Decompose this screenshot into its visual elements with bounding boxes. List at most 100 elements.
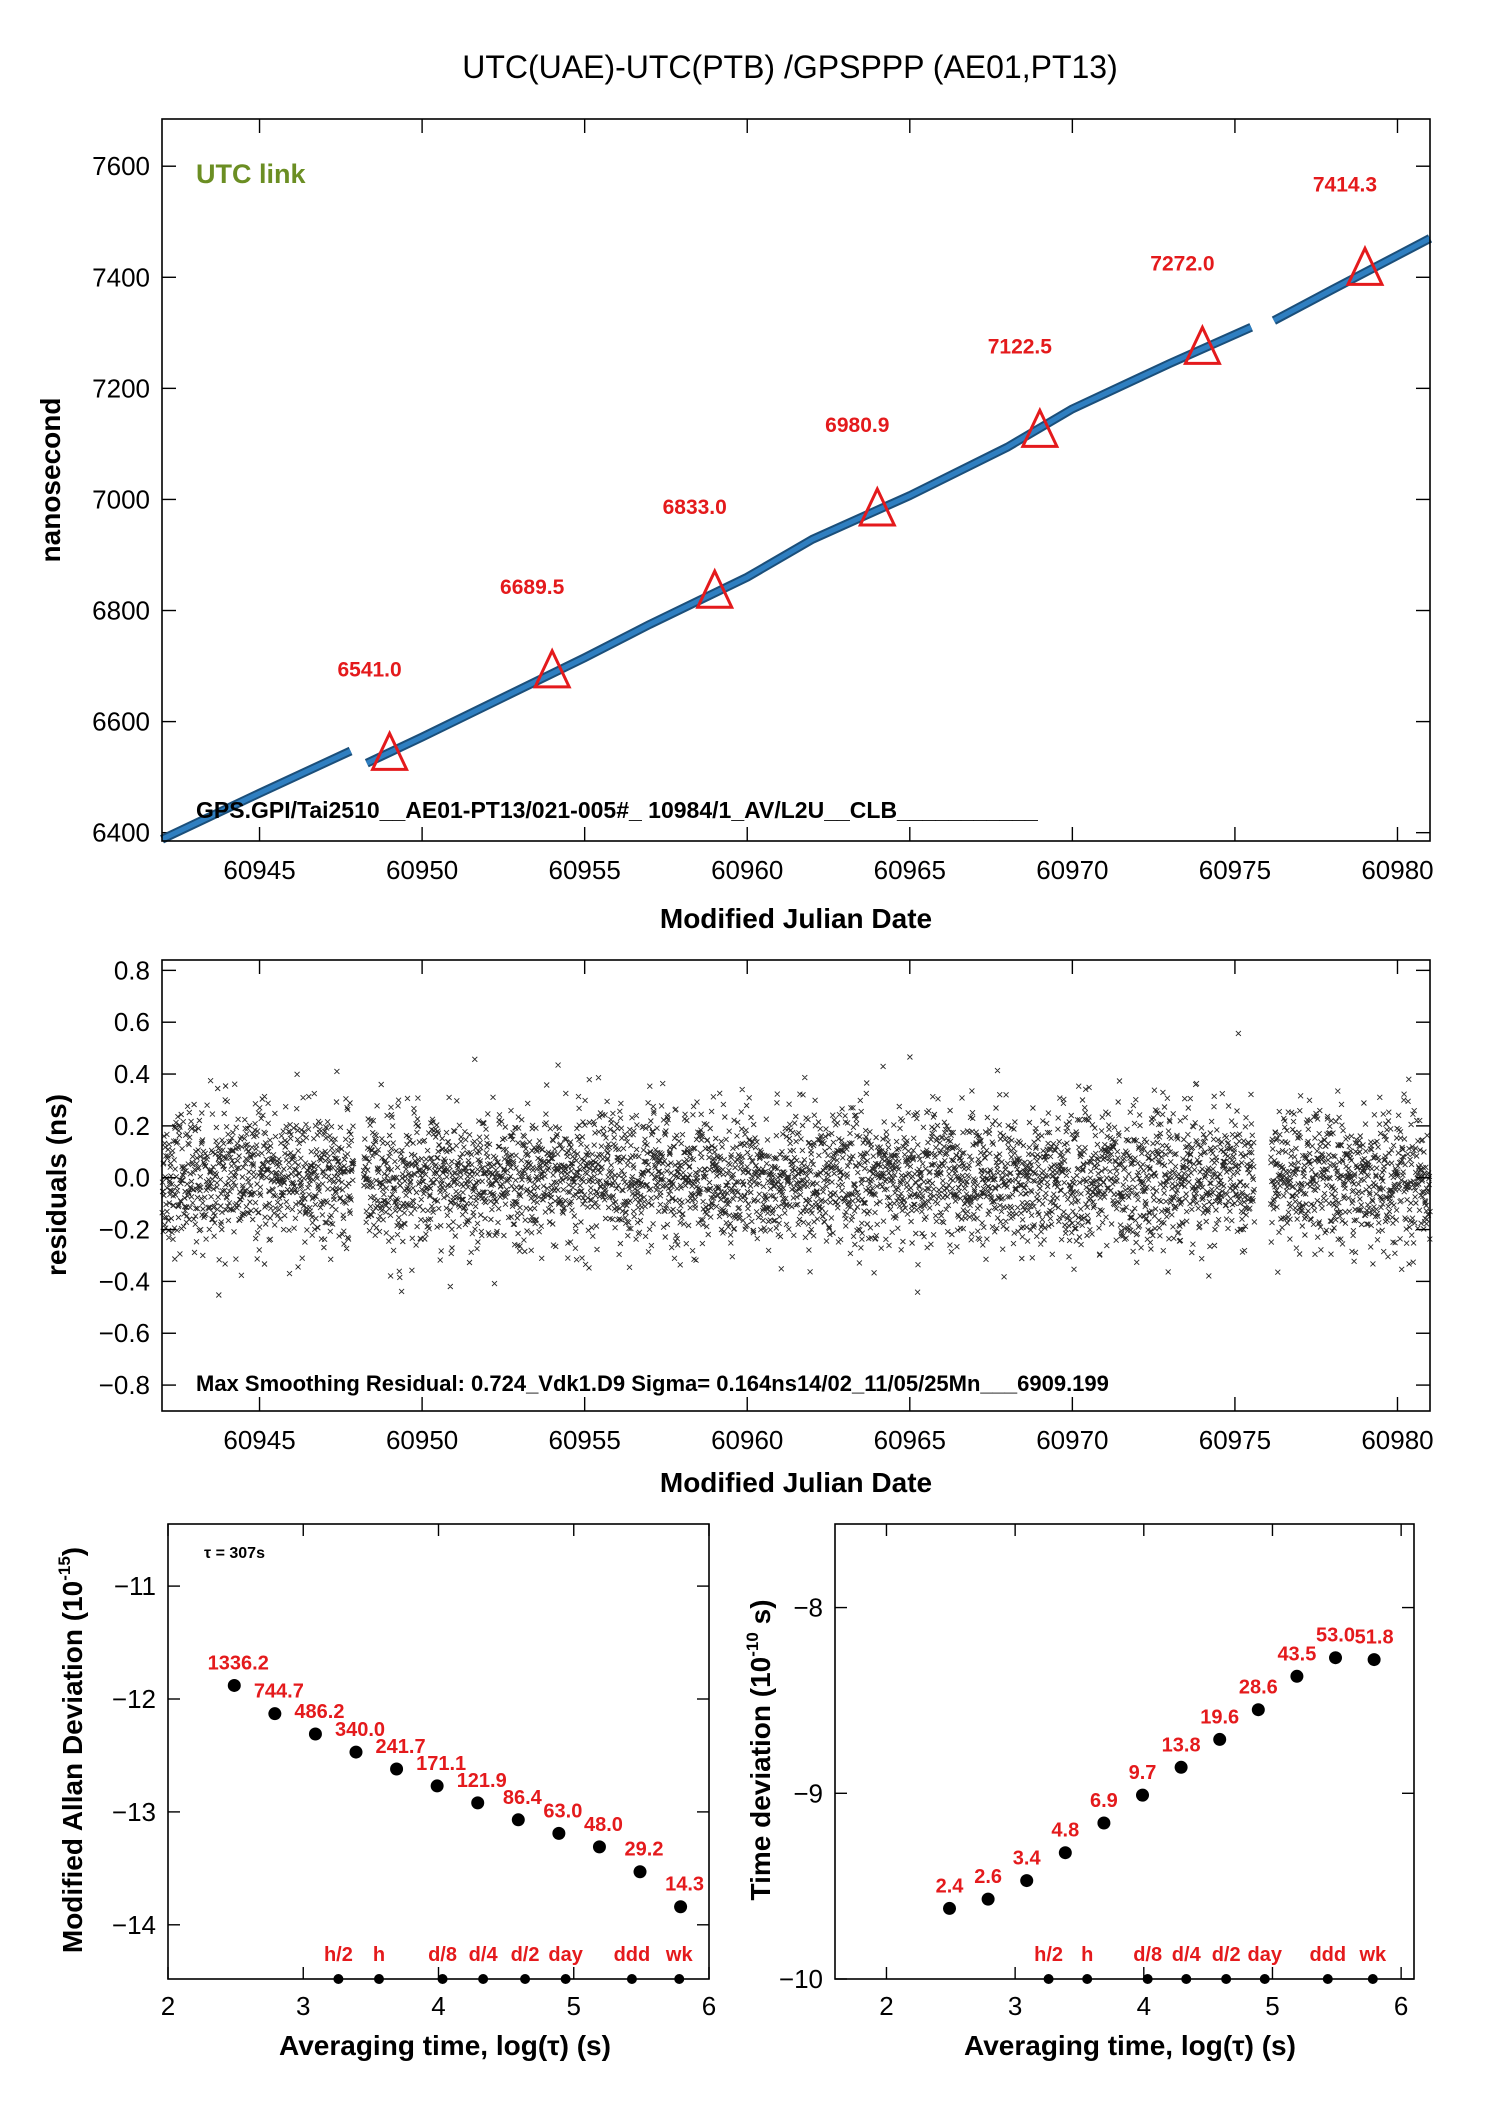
mdev-plot-frame — [167, 1523, 710, 1980]
dev-point-label: 4.8 — [1051, 1820, 1079, 1842]
x-tick-label: 60960 — [711, 1425, 783, 1455]
y-tick-label: −14 — [112, 1910, 156, 1940]
dev-point — [1020, 1874, 1034, 1888]
offset-series — [160, 234, 1433, 844]
offset-marker-triangle — [1020, 406, 1060, 448]
tdev-ylabel-main: Time deviation (10 — [745, 1657, 776, 1901]
offset-marker-label: 7414.3 — [1313, 173, 1377, 196]
mdev-xlabel: Averaging time, log(τ) (s) — [279, 2030, 611, 2061]
x-tick-label: 60945 — [223, 855, 295, 885]
x-tick-label: 5 — [1265, 1991, 1279, 2021]
tdev-ylabel-exp: -10 — [743, 1632, 762, 1657]
x-tick-label: 60950 — [386, 1425, 458, 1455]
dev-point — [633, 1865, 647, 1879]
offset-marker-label: 7122.5 — [988, 335, 1053, 358]
mdev-axes-ticks: 2 3 4 5 6 −14 −13 −12 −11 — [112, 1524, 716, 2021]
dev-point — [981, 1892, 995, 1906]
dev-point — [1329, 1651, 1343, 1665]
dev-point — [1290, 1669, 1304, 1683]
x-tick-label: 60955 — [549, 1425, 621, 1455]
residuals-ylabel: residuals (ns) — [41, 1094, 72, 1276]
dev-point — [592, 1840, 606, 1854]
dev-point-label: 29.2 — [625, 1839, 664, 1861]
dev-point-label: 1336.2 — [208, 1652, 269, 1674]
time-marker-label: d/8 — [428, 1944, 457, 1966]
dev-point — [1213, 1732, 1227, 1746]
x-tick-label: 60980 — [1361, 1425, 1433, 1455]
time-marker-label: day — [1248, 1944, 1283, 1966]
mdev-panel: 2 3 4 5 6−14−13−12−11 1336.2744.7486.2340.02… — [55, 1523, 716, 2061]
dev-point — [308, 1727, 322, 1741]
dev-point — [430, 1779, 444, 1793]
tdev-ylabel: Time deviation (10-10 s) — [743, 1599, 776, 1900]
dev-point — [943, 1901, 957, 1915]
offset-line — [365, 325, 1253, 766]
x-tick-label: 60970 — [1036, 1425, 1108, 1455]
y-tick-label: −13 — [112, 1797, 156, 1827]
dev-point-label: 121.9 — [457, 1770, 507, 1792]
dev-point-label: 19.6 — [1200, 1706, 1239, 1728]
dev-point — [1058, 1846, 1072, 1860]
x-tick-label: 60965 — [874, 855, 946, 885]
time-marker-label: h — [373, 1944, 385, 1966]
y-tick-label: 7400 — [92, 262, 150, 292]
dev-point-label: 486.2 — [294, 1701, 344, 1723]
x-tick-label: 60955 — [549, 855, 621, 885]
dev-point — [552, 1826, 566, 1840]
y-tick-label: 6600 — [92, 707, 150, 737]
x-tick-label: 60975 — [1199, 1425, 1271, 1455]
x-tick-label: 60965 — [874, 1425, 946, 1455]
dev-point-label: 28.6 — [1239, 1677, 1278, 1699]
time-marker-label: h/2 — [1034, 1944, 1063, 1966]
x-tick-label: 60950 — [386, 855, 458, 885]
figure-title: UTC(UAE)-UTC(PTB) /GPSPPP (AE01,PT13) — [462, 49, 1118, 85]
mdev-ylabel-exp: -15 — [55, 1556, 74, 1581]
y-tick-label: −8 — [793, 1593, 823, 1623]
x-tick-label: 5 — [567, 1991, 581, 2021]
residuals-plot-frame — [161, 959, 1431, 1412]
x-tick-label: 60975 — [1199, 855, 1271, 885]
y-tick-label: 6400 — [92, 818, 150, 848]
offset-marker-triangle — [1345, 244, 1385, 286]
y-tick-label: −0.8 — [99, 1370, 150, 1400]
dev-point — [1174, 1760, 1188, 1774]
tdev-ylabel-close: s) — [745, 1599, 776, 1632]
x-tick-label: 6 — [1394, 1991, 1408, 2021]
time-marker-label: h/2 — [324, 1944, 353, 1966]
dev-point — [268, 1707, 282, 1721]
time-marker-label: d/4 — [469, 1944, 499, 1966]
y-tick-label: 0.0 — [114, 1163, 150, 1193]
time-marker-label: day — [548, 1944, 583, 1966]
utc-link-label: UTC link — [196, 159, 306, 189]
offset-marker-label: 6541.0 — [337, 658, 401, 681]
offset-bottom-annotation: GPS.GPI/Tai2510__AE01-PT13/021-005#_ 109… — [196, 797, 1038, 823]
dev-point-label: 14.3 — [665, 1874, 704, 1896]
dev-point-label: 744.7 — [254, 1681, 304, 1703]
time-marker-label: h — [1081, 1944, 1093, 1966]
dev-point-label: 86.4 — [503, 1787, 543, 1809]
y-tick-label: −11 — [114, 1571, 156, 1601]
dev-point-label: 53.0 — [1316, 1625, 1355, 1647]
offset-ylabel: nanosecond — [35, 398, 66, 563]
dev-point-label: 241.7 — [376, 1736, 426, 1758]
offset-marker-triangle — [370, 729, 409, 771]
offset-xlabel: Modified Julian Date — [660, 903, 932, 934]
y-tick-label: 7200 — [92, 373, 150, 403]
y-tick-label: 0.4 — [114, 1059, 150, 1089]
offset-markers: 6541.0 6689.5 6833.0 6980.9 7122.5 7272.0 7414… — [337, 173, 1385, 771]
dev-point — [1251, 1703, 1265, 1717]
y-tick-label: 7000 — [92, 484, 150, 514]
dev-point — [471, 1796, 485, 1810]
y-tick-label: 6800 — [92, 596, 150, 626]
x-tick-label: 3 — [296, 1991, 310, 2021]
residuals-xlabel: Modified Julian Date — [660, 1467, 932, 1498]
dev-point — [674, 1900, 688, 1914]
dev-point — [511, 1813, 525, 1827]
y-tick-label: 7600 — [92, 151, 150, 181]
dev-point — [349, 1745, 363, 1759]
offset-marker-label: 7272.0 — [1150, 252, 1214, 275]
tdev-panel: 2 3 4 5 6 −10 −9 −8 2.4 2.6 3.4 4.8 6.9 9.713.8 19.62… — [743, 1523, 1415, 2061]
x-tick-label: 6 — [702, 1991, 716, 2021]
mdev-points: 1336.2 744.7486.2340.0241.7171.1121.986.4… — [208, 1652, 704, 1984]
